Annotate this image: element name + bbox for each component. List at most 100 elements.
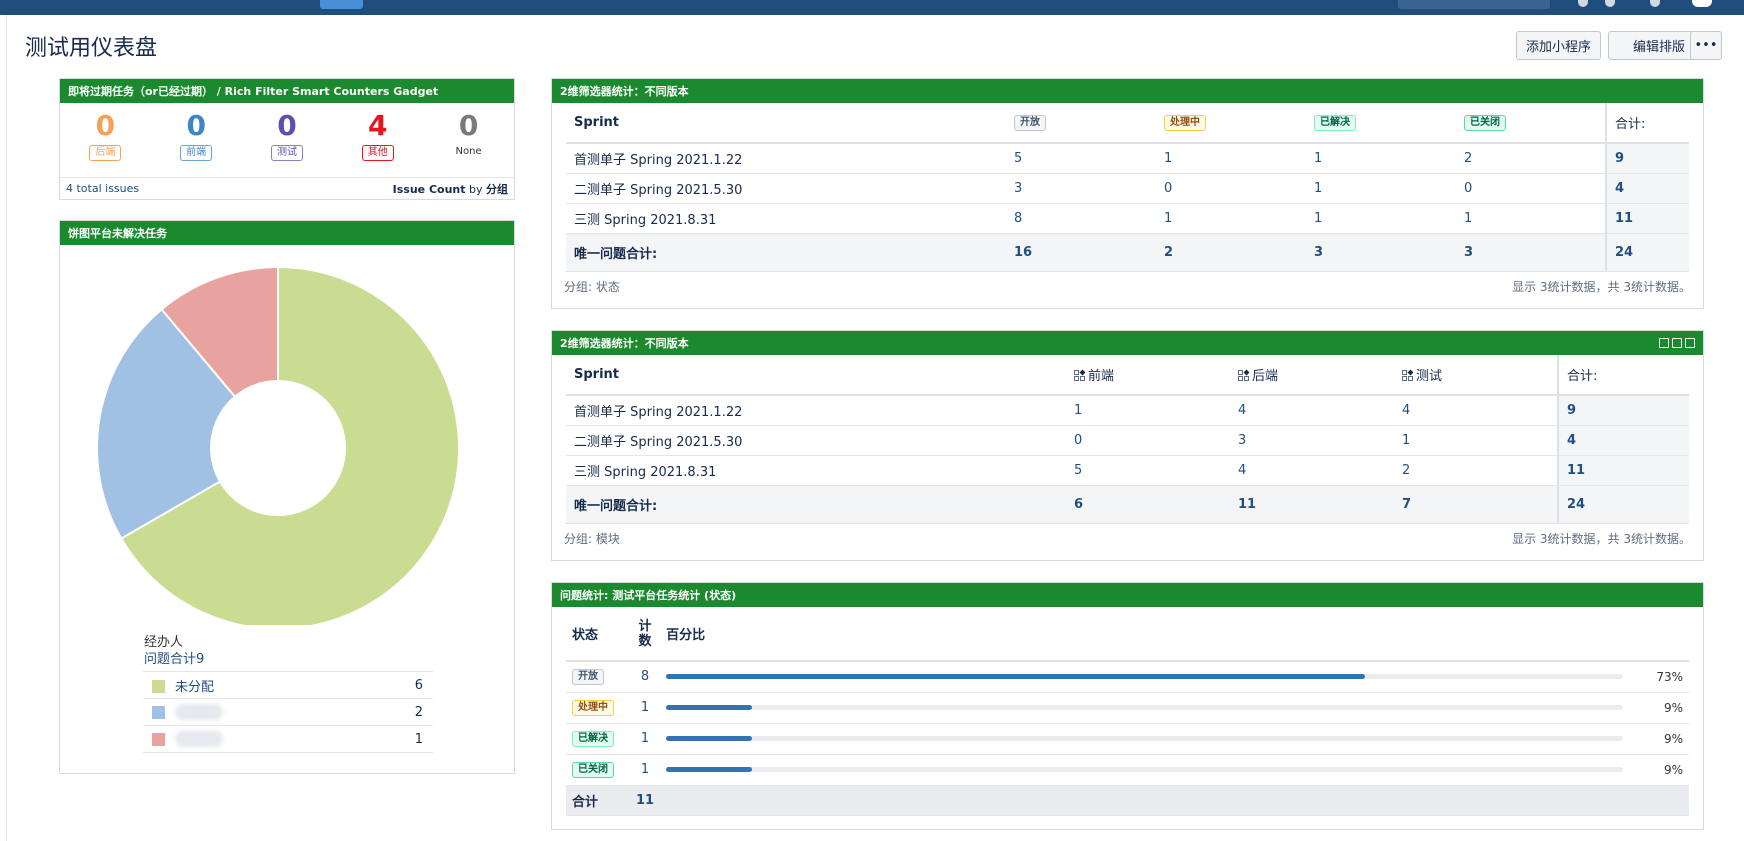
total-issues-link[interactable]: 4 total issues [66,182,140,195]
counter-0[interactable]: 0 后端 [60,103,151,163]
column-header[interactable]: 测试 [1394,355,1558,396]
grid2-title: 2维筛选器统计：不同版本 [560,337,689,350]
stats-count-link[interactable]: 1 [630,754,661,786]
grid-cell-link[interactable]: 1 [1306,203,1456,234]
sum-cell-link[interactable]: 3 [1456,233,1606,272]
column-header[interactable]: 后端 [1230,355,1394,396]
column-header[interactable]: 前端 [1066,355,1230,396]
row-total-link[interactable]: 11 [1557,455,1689,486]
grand-total-link[interactable]: 24 [1557,485,1689,524]
stats-gadget-header: 问题统计: 测试平台任务统计 (状态) [552,583,1703,607]
notification-icon[interactable] [1605,0,1615,7]
stats-row: 处理中 1 9% [566,692,1689,724]
stats-row: 开放 8 73% [566,661,1689,693]
grid-cell-link[interactable]: 4 [1230,455,1394,486]
stats-count-link[interactable]: 1 [630,723,661,755]
grid-cell-link[interactable]: 1 [1306,173,1456,204]
search-input[interactable] [1398,0,1550,9]
counter-value: 4 [368,109,388,142]
sum-cell-link[interactable]: 3 [1306,233,1456,272]
row-total-link[interactable]: 9 [1557,395,1689,426]
grid-cell-link[interactable]: 5 [1066,455,1230,486]
maximize-icon[interactable] [1672,338,1682,348]
grid-cell-link[interactable]: 4 [1230,395,1394,426]
grid-cell-link[interactable]: 4 [1394,395,1558,426]
column-header[interactable]: 已解决 [1306,103,1456,144]
status-lozenge[interactable]: 已关闭 [572,762,614,778]
add-gadget-button[interactable]: 添加小程序 [1516,31,1601,60]
counter-4[interactable]: 0 None [423,103,514,163]
legend-row[interactable]: 1 [143,725,433,753]
stats-status-cell: 处理中 [566,692,630,724]
column-header[interactable]: 已关闭 [1456,103,1606,144]
stats-table: 状态 计数 百分比 开放 8 73% 处理中 1 9% 已解决 1 9% 已关闭 1 9% 合计 11 [566,607,1689,816]
grid-cell-link[interactable]: 3 [1230,425,1394,456]
row-total-link[interactable]: 9 [1605,143,1689,174]
grid-cell-link[interactable]: 0 [1156,173,1306,204]
grid-cell-link[interactable]: 1 [1306,143,1456,174]
help-icon[interactable] [1578,0,1588,7]
stats-row: 已关闭 1 9% [566,754,1689,786]
redacted-assignee [175,730,223,747]
stats-status-cell: 已解决 [566,723,630,755]
pie-slice-1[interactable] [96,307,280,540]
grid-cell-link[interactable]: 2 [1394,455,1558,486]
stats-total-count[interactable]: 11 [630,785,661,816]
legend-row[interactable]: 2 [143,698,433,726]
total-issues-label[interactable]: 问题合计9 [144,652,205,667]
row-total-link[interactable]: 11 [1605,203,1689,234]
status-lozenge: 已解决 [1314,115,1356,131]
counters-gadget: 即将过期任务（or已经过期） / Rich Filter Smart Count… [59,78,515,200]
counters-gadget-header: 即将过期任务（or已经过期） / Rich Filter Smart Count… [60,79,514,103]
sum-cell-link[interactable]: 6 [1066,485,1230,524]
counter-2[interactable]: 0 测试 [242,103,333,163]
column-header[interactable]: 开放 [1006,103,1156,144]
sum-cell-link[interactable]: 2 [1156,233,1306,272]
counter-3[interactable]: 4 其他 [332,103,423,163]
grid-cell-link[interactable]: 1 [1156,203,1306,234]
grid-cell-link[interactable]: 1 [1394,425,1558,456]
legend-label-cell [143,725,380,753]
group-label: 分组 [486,182,508,196]
stats-bar-cell [660,754,1629,786]
nav-item-active[interactable] [320,0,363,9]
grid-cell-link[interactable]: 1 [1066,395,1230,426]
column-header[interactable]: 处理中 [1156,103,1306,144]
stats-count-link[interactable]: 1 [630,692,661,724]
menu-dropdown-icon[interactable] [1685,338,1695,348]
stats-count-link[interactable]: 8 [630,661,661,693]
grand-total-link[interactable]: 24 [1605,233,1689,272]
grid-cell-link[interactable]: 8 [1006,203,1156,234]
grid-cell-link[interactable]: 5 [1006,143,1156,174]
issue-count-by-group: Issue Count by 分组 [393,181,508,197]
grid-cell-link[interactable]: 3 [1006,173,1156,204]
counter-1[interactable]: 0 前端 [151,103,242,163]
sum-cell-link[interactable]: 7 [1394,485,1558,524]
grid-cell-link[interactable]: 2 [1456,143,1606,174]
grid-cell-link[interactable]: 1 [1156,143,1306,174]
status-lozenge[interactable]: 处理中 [572,700,614,716]
row-total-link[interactable]: 4 [1557,425,1689,456]
sum-cell-link[interactable]: 16 [1006,233,1156,272]
percent-column-header: 百分比 [660,607,1629,662]
status-lozenge[interactable]: 已解决 [572,731,614,747]
percent-bar-track [666,674,1623,680]
avatar[interactable] [1692,0,1712,7]
status-lozenge[interactable]: 开放 [572,669,604,686]
row-total-link[interactable]: 4 [1605,173,1689,204]
grid-cell-link[interactable]: 0 [1066,425,1230,456]
status-lozenge: 已关闭 [1464,115,1506,131]
settings-icon[interactable] [1650,0,1660,7]
counter-label: 前端 [180,145,213,161]
stats-total-label: 合计 [566,785,630,816]
more-options-button[interactable]: ••• [1690,31,1722,60]
legend-row[interactable]: 未分配 6 [143,671,433,699]
grid-row: 二测单子 Spring 2021.5.30 3 0 1 0 4 [566,173,1689,204]
legend-label[interactable]: 未分配 [175,679,215,695]
grid-cell-link[interactable]: 0 [1456,173,1606,204]
issue-statistics-gadget: 问题统计: 测试平台任务统计 (状态) 状态 计数 百分比 开放 8 73% 处理中 1… [551,582,1704,830]
move-icon[interactable] [1659,338,1669,348]
sum-cell-link[interactable]: 11 [1230,485,1394,524]
column-label: 测试 [1416,369,1443,384]
grid-cell-link[interactable]: 1 [1456,203,1606,234]
